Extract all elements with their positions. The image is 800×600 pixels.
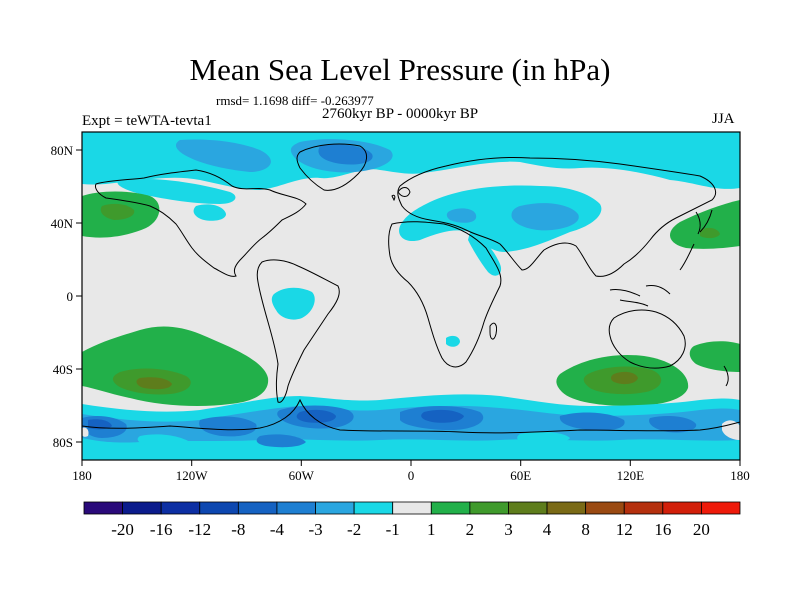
- coastline-british-isles: [391, 187, 411, 202]
- colorbar-label: -2: [347, 520, 361, 539]
- colorbar-swatch: [392, 501, 432, 515]
- colorbar-label: -16: [150, 520, 173, 539]
- colorbar-label: -12: [188, 520, 211, 539]
- eurasia-low-cyan: [399, 185, 602, 252]
- north-pacific-high-darkgreen: [100, 203, 135, 220]
- y-tick-label: 80S: [53, 435, 73, 450]
- coastline-greenland: [296, 143, 367, 191]
- colorbar-swatch: [430, 501, 471, 515]
- colorbar-swatch: [623, 501, 664, 515]
- x-tick-label: 60W: [289, 468, 315, 483]
- x-tick-label: 180: [72, 468, 92, 483]
- y-tick-label: 40S: [53, 362, 73, 377]
- northwest-pacific-high-darkgreen: [700, 227, 720, 239]
- antarctic-interior-blue: [256, 434, 306, 448]
- colorbar-swatch: [83, 501, 123, 515]
- colorbar-label: -3: [308, 520, 322, 539]
- eurasia-low-lightblue: [446, 203, 579, 231]
- coastline-australia: [608, 309, 686, 369]
- africa-small-cyan: [446, 335, 460, 347]
- colorbar-swatch: [353, 501, 394, 515]
- coastline-africa: [388, 221, 502, 368]
- x-tick-label: 60E: [510, 468, 531, 483]
- contour-field: [82, 132, 740, 460]
- colorbar-swatch: [315, 501, 355, 515]
- northwest-pacific-high-green: [669, 200, 740, 249]
- rmsd-diff-stats: rmsd= 1.1698 diff= -0.263977: [216, 93, 374, 108]
- colorbar-label: 3: [504, 520, 513, 539]
- x-tick-labels: 180 120W 60W 0 60E 120E 180: [72, 468, 750, 483]
- x-tick-label: 180: [730, 468, 750, 483]
- colorbar-swatch: [585, 501, 625, 515]
- amazon-low-cyan: [271, 287, 315, 320]
- season-label: JJA: [712, 111, 735, 127]
- colorbar-swatch: [546, 501, 587, 515]
- y-tick-label: 0: [67, 289, 74, 304]
- colorbar-swatch: [237, 501, 278, 515]
- antarctic-low-deepblue: [88, 409, 464, 430]
- colorbar-swatch: [469, 501, 509, 515]
- time-period-label: 2760kyr BP - 0000kyr BP: [321, 106, 479, 122]
- colorbar-label: 20: [693, 520, 710, 539]
- coastline-japan: [695, 211, 701, 235]
- coastline-maritime-continent: [609, 209, 713, 307]
- tasman-high-green: [689, 341, 740, 372]
- colorbar-label: 8: [581, 520, 590, 539]
- colorbar: [83, 501, 741, 515]
- antarctic-interior-cyan: [137, 431, 570, 448]
- y-tick-labels: 80N 40N 0 40S 80S: [51, 143, 74, 450]
- arabia-cyan-tongue: [468, 232, 502, 276]
- colorbar-label: 16: [654, 520, 671, 539]
- x-tick-label: 120E: [617, 468, 645, 483]
- y-tick-label: 40N: [51, 216, 74, 231]
- x-tick-label: 120W: [176, 468, 209, 483]
- colorbar-label: -4: [270, 520, 285, 539]
- coastline-eurasia: [397, 156, 716, 277]
- y-tick-label: 80N: [51, 143, 74, 158]
- colorbar-swatch: [662, 501, 702, 515]
- coastline-antarctica: [82, 398, 740, 434]
- colorbar-label: -20: [111, 520, 134, 539]
- experiment-label: Expt = teWTA-tevta1: [82, 113, 212, 129]
- coastlines: [82, 143, 740, 434]
- colorbar-label: -8: [231, 520, 245, 539]
- coastline-south-america: [256, 259, 340, 403]
- coastline-madagascar: [489, 322, 497, 340]
- colorbar-swatch: [122, 501, 162, 515]
- colorbar-label: -1: [386, 520, 400, 539]
- coastline-north-america: [95, 169, 307, 277]
- x-tick-label: 0: [408, 468, 415, 483]
- colorbar-swatch: [701, 501, 741, 515]
- map-title: Mean Sea Level Pressure (in hPa): [189, 52, 611, 87]
- colorbar-swatch: [199, 501, 239, 515]
- colorbar-label: 1: [427, 520, 436, 539]
- north-atlantic-cyan-blob: [117, 178, 236, 204]
- colorbar-swatch: [160, 501, 201, 515]
- tick-marks: [76, 149, 741, 466]
- colorbar-label: 12: [616, 520, 633, 539]
- colorbar-swatch: [276, 501, 316, 515]
- colorbar-labels: -20 -16 -12 -8 -4 -3 -2 -1 1 2 3 4 8 12 16 20: [111, 520, 710, 539]
- colorbar-label: 2: [466, 520, 475, 539]
- west-atlantic-cyan-blob: [193, 204, 226, 221]
- coastline-new-zealand: [723, 365, 729, 387]
- colorbar-label: 4: [543, 520, 552, 539]
- colorbar-swatch: [508, 501, 548, 515]
- arctic-low-blue: [318, 144, 373, 165]
- south-pacific-high-core: [136, 377, 172, 390]
- indian-ocean-high-core: [611, 371, 638, 385]
